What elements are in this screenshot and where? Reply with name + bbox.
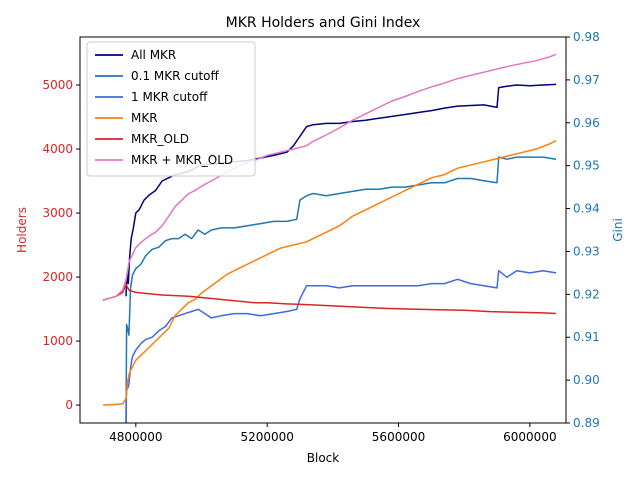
x-tick-label: 5200000 bbox=[240, 430, 293, 444]
right-y-tick-label: 0.98 bbox=[573, 30, 600, 44]
series-all-mkr-legend-label: All MKR bbox=[131, 48, 176, 62]
right-y-tick-label: 0.96 bbox=[573, 116, 600, 130]
series-mkr-mkr-old-line bbox=[102, 53, 557, 301]
series-mkr-old-legend-label: MKR_OLD bbox=[131, 132, 189, 146]
left-y-tick-label: 5000 bbox=[42, 78, 73, 92]
left-y-tick-label: 0 bbox=[65, 398, 73, 412]
x-tick-label: 4800000 bbox=[109, 430, 162, 444]
left-y-tick-label: 4000 bbox=[42, 142, 73, 156]
right-y-tick-label: 0.94 bbox=[573, 202, 600, 216]
left-y-axis: 0 1000 2000 3000 4000 5000 bbox=[42, 78, 80, 412]
series-all-mkr-line bbox=[125, 83, 557, 297]
plot-lines bbox=[102, 53, 557, 423]
left-y-axis-label: Holders bbox=[15, 207, 29, 253]
right-y-tick-label: 0.95 bbox=[573, 159, 600, 173]
x-axis-label: Block bbox=[307, 451, 340, 465]
right-y-tick-label: 0.93 bbox=[573, 244, 600, 258]
series-1-mkr-cutoff-legend-label: 1 MKR cutoff bbox=[131, 90, 208, 104]
right-y-tick-label: 0.90 bbox=[573, 373, 600, 387]
series-1-mkr-cutoff-line bbox=[125, 269, 557, 423]
series-0-1-mkr-cutoff-legend-label: 0.1 MKR cutoff bbox=[131, 69, 220, 83]
legend-box bbox=[86, 41, 256, 177]
right-y-tick-label: 0.91 bbox=[573, 330, 600, 344]
right-y-tick-label: 0.97 bbox=[573, 73, 600, 87]
series-mkr-old-line bbox=[102, 283, 557, 315]
series-mkr-legend-label: MKR bbox=[131, 111, 158, 125]
right-y-tick-label: 0.89 bbox=[573, 416, 600, 430]
series-mkr-mkr-old-legend-label: MKR + MKR_OLD bbox=[131, 153, 233, 167]
right-y-axis: 0.89 0.90 0.91 0.92 0.93 0.94 0.95 0.96 0.97 0.98 bbox=[566, 30, 600, 430]
plot-frame bbox=[79, 36, 567, 424]
series-0-1-mkr-cutoff-line bbox=[125, 156, 557, 423]
x-tick-label: 6000000 bbox=[503, 430, 556, 444]
left-y-tick-label: 3000 bbox=[42, 206, 73, 220]
series-mkr-line bbox=[102, 140, 557, 406]
right-y-axis-label: Gini bbox=[611, 218, 625, 242]
right-y-tick-label: 0.92 bbox=[573, 287, 600, 301]
x-axis: 4800000 5200000 5600000 6000000 bbox=[109, 423, 557, 444]
x-tick-label: 5600000 bbox=[372, 430, 425, 444]
chart-title: MKR Holders and Gini Index bbox=[226, 15, 421, 31]
legend: All MKR 0.1 MKR cutoff 1 MKR cutoff MKR MKR_… bbox=[86, 41, 256, 177]
left-y-tick-label: 2000 bbox=[42, 270, 73, 284]
left-y-tick-label: 1000 bbox=[42, 334, 73, 348]
